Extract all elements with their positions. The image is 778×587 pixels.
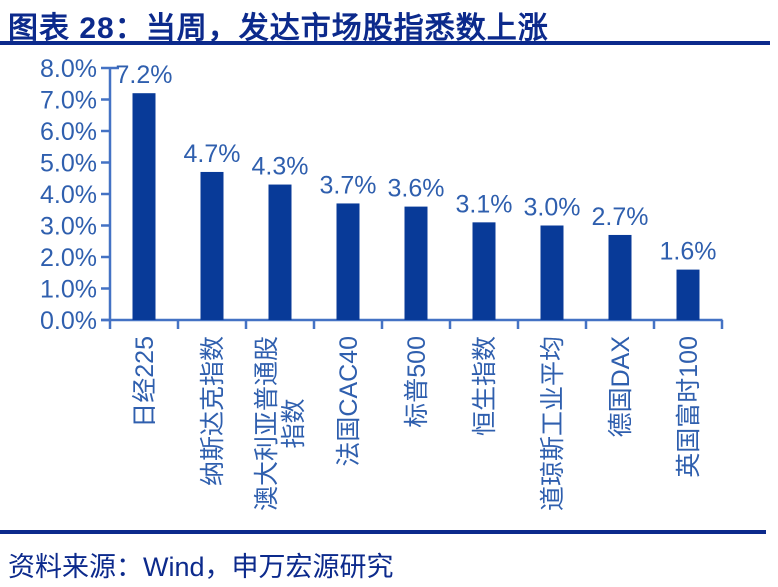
bar bbox=[608, 234, 632, 320]
bar-value-label: 3.1% bbox=[456, 190, 513, 218]
bar bbox=[540, 225, 564, 320]
y-tick-label: 2.0% bbox=[40, 244, 97, 272]
category-label: 法国CAC40 bbox=[335, 336, 363, 467]
bar bbox=[336, 203, 360, 320]
y-tick-label: 5.0% bbox=[40, 150, 97, 178]
bar-value-label: 2.7% bbox=[592, 203, 649, 231]
category-label: 德国DAX bbox=[607, 336, 635, 438]
category-label: 道琼斯工业平均 bbox=[539, 336, 567, 511]
bar-value-label: 7.2% bbox=[116, 61, 173, 89]
footer-divider bbox=[0, 530, 766, 534]
bar-value-label: 3.0% bbox=[524, 194, 581, 222]
category-label: 恒生指数 bbox=[471, 336, 499, 436]
bar bbox=[404, 206, 428, 320]
category-label: 英国富时100 bbox=[675, 336, 703, 478]
category-label-line2: 指数 bbox=[280, 398, 308, 448]
bar-value-label: 4.7% bbox=[184, 140, 241, 168]
title-underline bbox=[0, 41, 770, 45]
category-label: 纳斯达克指数 bbox=[199, 336, 227, 486]
y-tick-label: 4.0% bbox=[40, 181, 97, 209]
y-tick-label: 3.0% bbox=[40, 213, 97, 241]
bar-value-label: 4.3% bbox=[252, 153, 309, 181]
bar-value-label: 1.6% bbox=[660, 238, 717, 266]
y-tick-label: 6.0% bbox=[40, 118, 97, 146]
category-label: 标普500 bbox=[403, 336, 431, 428]
y-tick-label: 7.0% bbox=[40, 87, 97, 115]
bar bbox=[200, 171, 224, 320]
y-tick-label: 8.0% bbox=[40, 55, 97, 83]
figure-title: 图表 28：当周，发达市场股指悉数上涨 bbox=[8, 12, 549, 45]
bar bbox=[268, 184, 292, 320]
category-label: 澳大利亚普通股 bbox=[253, 336, 281, 511]
y-tick-label: 0.0% bbox=[40, 307, 97, 335]
source-note: 资料来源：Wind，申万宏源研究 bbox=[8, 552, 394, 582]
bar-value-label: 3.7% bbox=[320, 171, 377, 199]
category-label: 日经225 bbox=[131, 336, 159, 428]
y-tick-label: 1.0% bbox=[40, 276, 97, 304]
bar bbox=[472, 222, 496, 320]
bar bbox=[132, 93, 156, 320]
bar-value-label: 3.6% bbox=[388, 175, 445, 203]
bar bbox=[676, 269, 700, 320]
